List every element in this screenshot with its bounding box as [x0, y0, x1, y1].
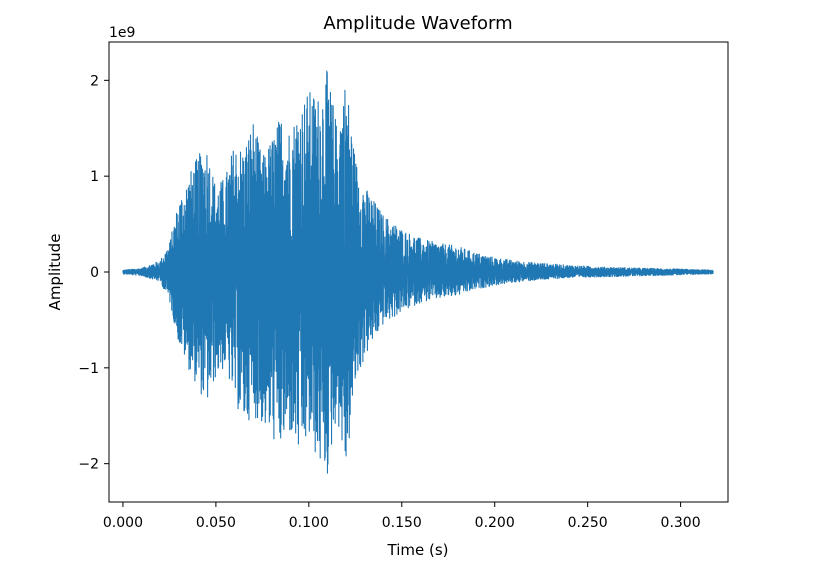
y-tick-label: 0 — [90, 265, 99, 281]
waveform-line — [122, 70, 714, 474]
y-axis-label: Amplitude — [46, 234, 64, 311]
x-tick-label: 0.150 — [382, 515, 422, 531]
waveform-path — [122, 70, 714, 474]
y-tick-label: −1 — [78, 361, 99, 377]
x-tick-label: 0.050 — [196, 515, 236, 531]
x-axis-label: Time (s) — [387, 541, 449, 559]
y-offset-label: 1e9 — [109, 25, 135, 41]
x-tick-label: 0.200 — [475, 515, 515, 531]
x-tick-label: 0.250 — [568, 515, 608, 531]
y-tick-label: 2 — [90, 73, 99, 89]
x-tick-label: 0.300 — [661, 515, 701, 531]
y-tick-label: 1 — [90, 169, 99, 185]
chart-title: Amplitude Waveform — [323, 13, 512, 34]
y-tick-label: −2 — [78, 457, 99, 473]
x-tick-label: 0.100 — [289, 515, 329, 531]
y-axis-ticks: −2 −1 0 1 2 — [78, 73, 109, 473]
plot-frame — [108, 41, 729, 503]
x-axis-ticks: 0.000 0.050 0.100 0.150 0.200 0.250 0.300 — [103, 502, 701, 531]
x-tick-label: 0.000 — [103, 515, 143, 531]
